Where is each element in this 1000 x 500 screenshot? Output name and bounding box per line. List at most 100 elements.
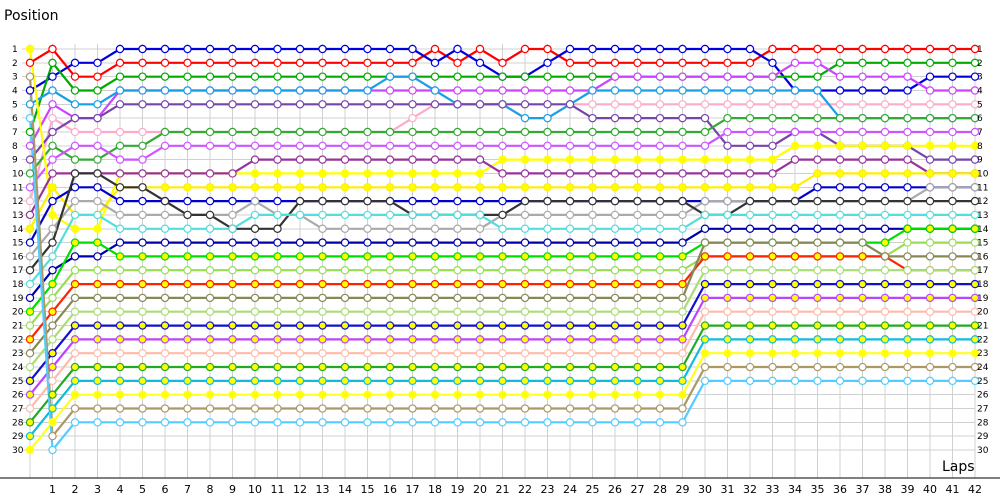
data-point [745,252,755,261]
data-point [48,100,57,109]
data-point [925,100,935,109]
data-point [183,210,192,220]
data-point [813,252,822,261]
data-point [903,293,912,303]
data-point [48,58,57,68]
data-point [790,293,800,303]
data-point [565,279,575,289]
data-point [295,349,305,358]
x-tick-label: 40 [923,483,937,496]
data-point [813,279,822,289]
data-point [453,141,462,150]
y-tick-label-left: 25 [12,377,23,387]
data-point [138,58,147,68]
data-point [363,293,372,303]
data-point [318,169,327,178]
data-point [340,169,350,178]
data-point [678,141,687,150]
y-tick-label-right: 27 [977,405,988,415]
data-point [925,58,935,68]
data-point [768,100,777,109]
data-point [723,252,732,261]
y-tick-label-left: 8 [12,142,18,152]
data-point [48,252,57,261]
data-point [475,86,485,95]
data-point [48,418,57,427]
data-point [835,113,845,123]
data-point [970,58,980,68]
data-point [430,44,440,54]
data-point [70,210,80,220]
data-point [745,376,755,386]
x-tick-label: 9 [229,483,236,496]
data-point [25,224,35,233]
data-point [273,86,282,95]
data-point [250,210,260,220]
data-point [678,321,687,330]
data-point [678,196,687,206]
y-tick-label-right: 10 [977,169,989,179]
data-point [498,307,507,316]
data-point [385,307,395,316]
data-point [790,349,800,358]
data-point [25,155,35,164]
data-point [633,349,642,358]
data-point [183,376,192,386]
data-point [385,169,395,178]
data-point [295,183,305,192]
data-point [543,349,552,358]
data-point [858,335,867,344]
data-point [70,72,80,81]
data-point [25,431,35,441]
y-tick-label-left: 28 [12,418,24,428]
data-point [498,86,507,95]
data-point [430,266,440,275]
data-point [183,404,192,413]
data-point [385,390,395,399]
data-point [363,307,372,316]
data-point [408,252,417,261]
data-point [723,321,732,330]
data-point [813,72,822,81]
data-point [700,169,710,178]
data-point [678,155,687,164]
x-tick-label: 13 [316,483,330,496]
x-tick-label: 6 [162,483,169,496]
data-point [543,293,552,303]
data-point [430,86,440,95]
data-point [160,418,170,427]
data-point [48,376,57,386]
data-point [408,349,417,358]
data-point [250,183,260,192]
y-tick-label-left: 19 [12,294,24,304]
data-point [93,252,102,261]
data-point [858,266,867,275]
data-point [115,210,125,220]
data-point [385,196,395,206]
data-point [745,349,755,358]
data-point [700,321,710,330]
data-point [430,390,440,399]
data-point [520,404,530,413]
data-point [588,141,597,150]
data-point [340,72,350,81]
data-point [295,58,305,68]
data-point [295,307,305,316]
y-tick-label-left: 14 [12,225,24,235]
data-point [813,266,822,275]
data-point [115,266,125,275]
data-point [655,169,665,178]
data-point [835,266,845,275]
data-point [48,155,57,164]
data-point [115,58,125,68]
data-point [678,404,687,413]
data-point [138,335,147,344]
data-point [948,224,957,233]
data-point [678,362,687,372]
data-point [273,210,282,220]
data-point [678,335,687,344]
data-point [318,376,327,386]
data-point [318,196,327,206]
data-point [700,113,710,123]
data-point [430,183,440,192]
